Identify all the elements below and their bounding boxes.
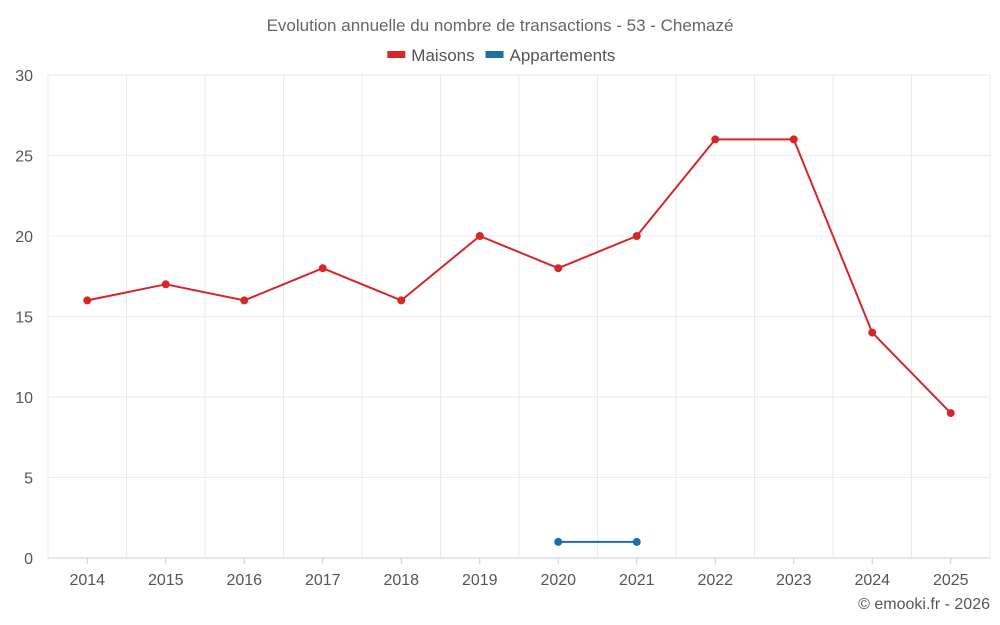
- x-axis: 2014 2015 2016 2017 2018 2019 2020 2021 2022 2023…: [69, 558, 969, 589]
- y-tick-label: 5: [24, 471, 33, 488]
- x-tick-label: 2024: [854, 572, 890, 589]
- legend-label-appartements: Appartements: [510, 46, 616, 65]
- data-point-appartements: [632, 537, 641, 546]
- y-tick-label: 20: [15, 229, 33, 246]
- data-point-maisons: [868, 328, 877, 337]
- data-point-maisons: [946, 409, 955, 418]
- data-point-maisons: [240, 296, 249, 305]
- series-group: [83, 135, 955, 546]
- series-maisons: [83, 135, 955, 418]
- legend-label-maisons: Maisons: [411, 46, 474, 65]
- legend-swatch-maisons: [387, 51, 406, 58]
- y-tick-label: 0: [24, 551, 33, 568]
- data-point-maisons: [632, 232, 641, 240]
- y-tick-label: 15: [15, 310, 33, 327]
- x-tick-label: 2016: [226, 572, 262, 589]
- data-point-maisons: [711, 135, 720, 144]
- grid: [47, 74, 991, 559]
- y-tick-label: 10: [15, 390, 33, 407]
- data-point-maisons: [397, 296, 406, 305]
- data-point-maisons: [475, 232, 484, 240]
- x-tick-label: 2021: [619, 572, 655, 589]
- x-tick-label: 2019: [462, 572, 498, 589]
- x-tick-label: 2014: [69, 572, 105, 589]
- chart-title: Evolution annuelle du nombre de transact…: [267, 16, 734, 35]
- data-point-maisons: [161, 280, 170, 289]
- y-axis: 0 5 10 15 20 25 30: [15, 68, 33, 568]
- data-point-maisons: [554, 264, 563, 273]
- x-tick-label: 2025: [933, 572, 969, 589]
- x-tick-label: 2020: [540, 572, 576, 589]
- x-tick-label: 2018: [383, 572, 419, 589]
- legend-swatch-appartements: [485, 51, 504, 58]
- x-tick-label: 2022: [697, 572, 733, 589]
- x-tick-label: 2015: [148, 572, 184, 589]
- data-point-maisons: [318, 264, 327, 273]
- y-tick-label: 25: [15, 149, 33, 166]
- legend: Maisons Appartements: [387, 46, 615, 65]
- credit-text: © emooki.fr - 2026: [858, 596, 990, 613]
- series-appartements: [554, 537, 641, 546]
- x-tick-label: 2023: [776, 572, 812, 589]
- x-tick-label: 2017: [305, 572, 341, 589]
- data-point-maisons: [83, 296, 92, 305]
- data-point-appartements: [554, 537, 563, 546]
- data-point-maisons: [789, 135, 798, 144]
- y-tick-label: 30: [15, 68, 33, 85]
- series-line-maisons: [87, 138, 952, 414]
